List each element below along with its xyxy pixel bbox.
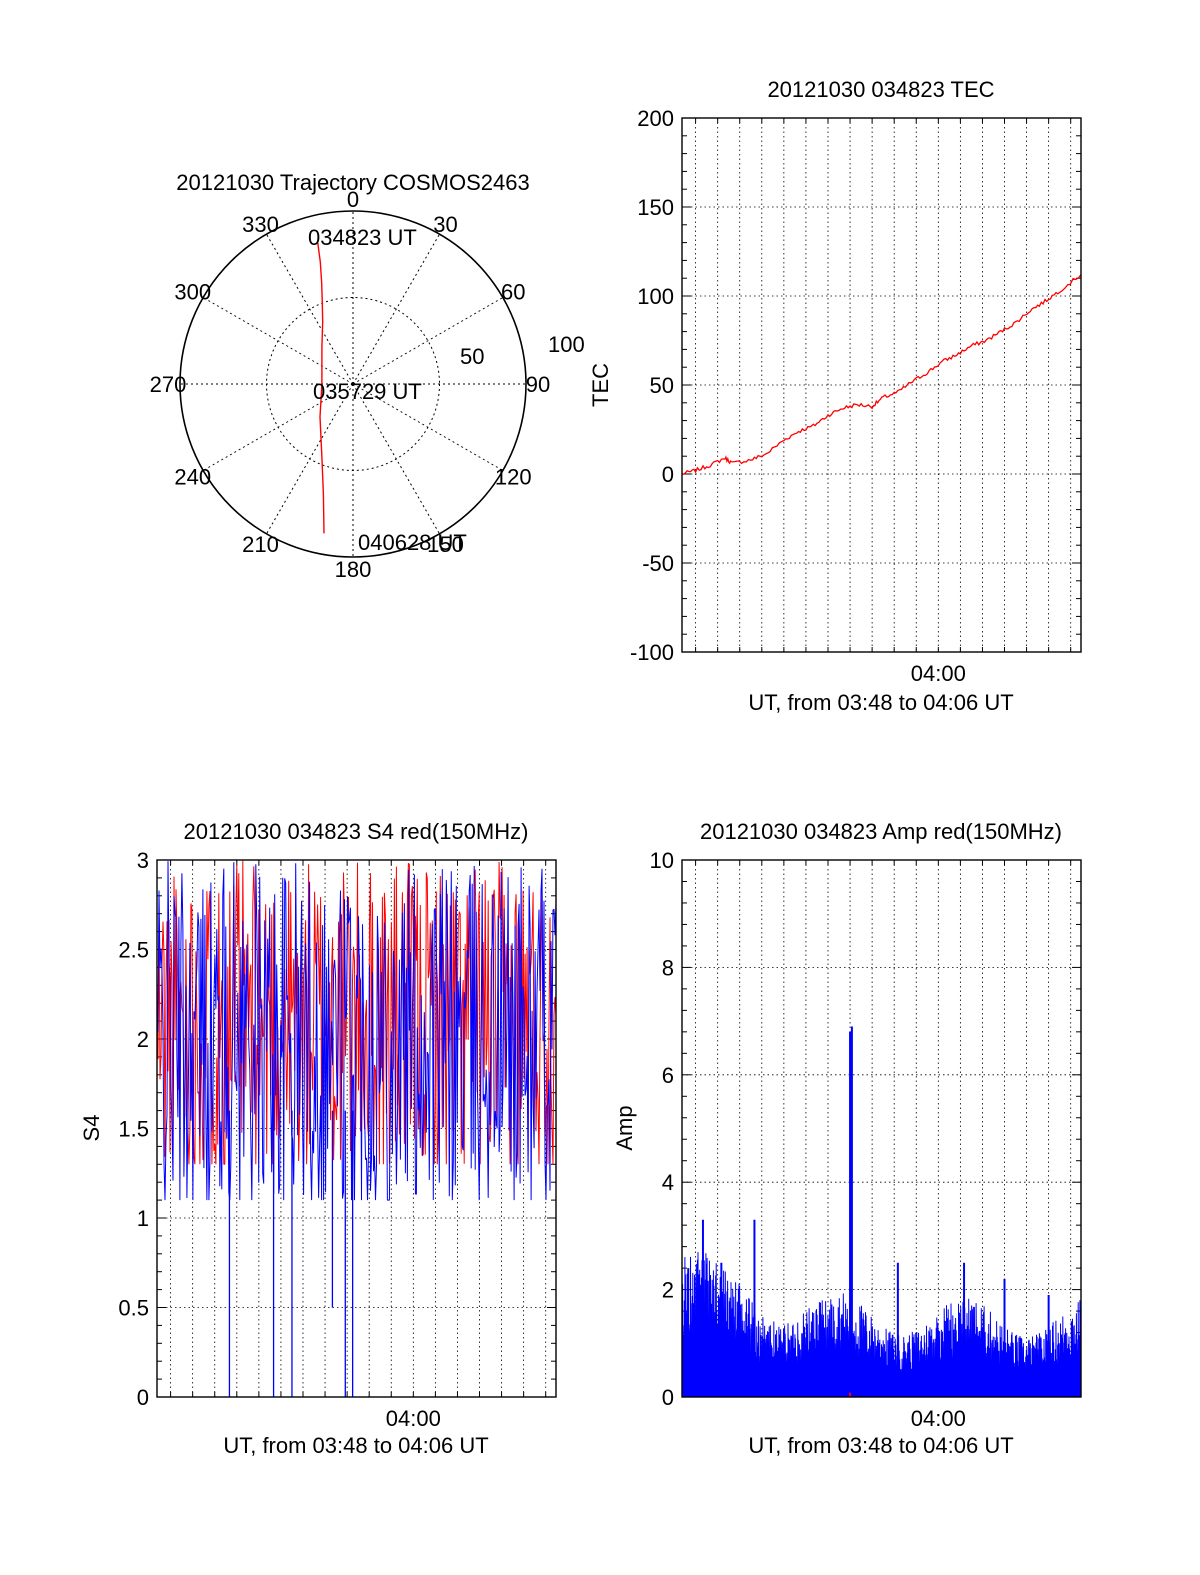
azimuth-label-90: 90 (526, 372, 550, 397)
azimuth-label-60: 60 (501, 280, 525, 305)
s4-ytick-label: 0.5 (118, 1296, 149, 1321)
tec-grid (682, 117, 1081, 653)
tec-ytick-label: 0 (662, 462, 674, 487)
polar-grid (179, 210, 527, 558)
trajectory-panel: 20121030 Trajectory COSMOS2463 0 30 60 90 12… (150, 170, 585, 582)
tec-ytick-label: -100 (630, 640, 674, 665)
s4-ytick-label: 2 (137, 1027, 149, 1052)
azimuth-label-210: 210 (242, 532, 279, 557)
amp-ytick-label: 0 (662, 1385, 674, 1410)
s4-xtick-label: 04:00 (386, 1406, 441, 1431)
amp-panel: 20121030 034823 Amp red(150MHz) Amp UT, … (612, 819, 1082, 1458)
tec-xlabel: UT, from 03:48 to 04:06 UT (748, 690, 1013, 715)
azimuth-label-300: 300 (174, 280, 211, 305)
annotation-mid-time: 035729 UT (313, 379, 422, 404)
trajectory-title: 20121030 Trajectory COSMOS2463 (176, 170, 529, 195)
tec-panel: 20121030 034823 TEC TEC UT, from 03:48 t… (588, 77, 1082, 715)
trajectory-line-0 (317, 242, 325, 534)
s4-ytick-label: 1 (137, 1206, 149, 1231)
s4-ytick-label: 2.5 (118, 938, 149, 963)
tec-frame (681, 117, 1082, 653)
tec-line (681, 274, 1082, 476)
azimuth-label-120: 120 (495, 465, 532, 490)
spoke-150 (352, 383, 440, 535)
spoke-60 (352, 297, 504, 385)
spoke-210 (266, 383, 354, 535)
tec-ytick-label: 150 (637, 195, 674, 220)
amp-frame (681, 859, 1082, 1398)
amp-title: 20121030 034823 Amp red(150MHz) (700, 819, 1062, 844)
azimuth-label-330: 330 (242, 212, 279, 237)
annotation-start-time: 034823 UT (308, 225, 417, 250)
s4-xlabel: UT, from 03:48 to 04:06 UT (223, 1433, 488, 1458)
amp-xlabel: UT, from 03:48 to 04:06 UT (748, 1433, 1013, 1458)
spoke-330 (266, 233, 354, 385)
s4-ylabel: S4 (79, 1115, 104, 1142)
outer-ring (179, 210, 527, 558)
s4-ytick-label: 1.5 (118, 1117, 149, 1142)
tec-ytick-label: 50 (650, 373, 674, 398)
radial-label-50: 50 (460, 344, 484, 369)
spoke-240 (202, 383, 354, 471)
tec-ytick-label: 100 (637, 284, 674, 309)
amp-xtick-label: 04:00 (911, 1406, 966, 1431)
radial-label-100: 100 (548, 332, 585, 357)
tec-ytick-label: -50 (642, 551, 674, 576)
amp-ytick-label: 8 (662, 955, 674, 980)
azimuth-label-30: 30 (433, 212, 457, 237)
s4-line-1 (156, 861, 557, 1201)
azimuth-label-240: 240 (174, 465, 211, 490)
amp-ytick-label: 6 (662, 1063, 674, 1088)
spoke-30 (352, 233, 440, 385)
amp-ytick-label: 2 (662, 1278, 674, 1303)
tec-xtick-label: 04:00 (911, 661, 966, 686)
s4-frame (156, 859, 557, 1398)
amp-line-blue (681, 1252, 1082, 1398)
s4-line-0 (156, 860, 557, 1165)
azimuth-label-0: 0 (347, 187, 359, 212)
s4-panel: 20121030 034823 S4 red(150MHz) S4 UT, fr… (79, 819, 557, 1458)
azimuth-tick-labels: 0 30 60 90 120 150 180 210 240 270 300 330 (150, 187, 551, 582)
tec-ytick-label: 200 (637, 106, 674, 131)
spoke-120 (352, 383, 504, 471)
s4-title: 20121030 034823 S4 red(150MHz) (184, 819, 529, 844)
amp-ytick-label: 10 (650, 848, 674, 873)
tec-ylabel: TEC (588, 363, 613, 407)
s4-ytick-label: 3 (137, 848, 149, 873)
azimuth-label-150: 150 (427, 532, 464, 557)
amp-ytick-label: 4 (662, 1170, 674, 1195)
spoke-300 (202, 297, 354, 385)
s4-ytick-label: 0 (137, 1385, 149, 1410)
tec-title: 20121030 034823 TEC (767, 77, 994, 102)
amp-ylabel: Amp (612, 1105, 637, 1150)
trajectory-series (317, 242, 325, 534)
annotation-end-time: 040628 UT (358, 530, 467, 555)
azimuth-label-180: 180 (335, 557, 372, 582)
azimuth-label-270: 270 (150, 372, 187, 397)
